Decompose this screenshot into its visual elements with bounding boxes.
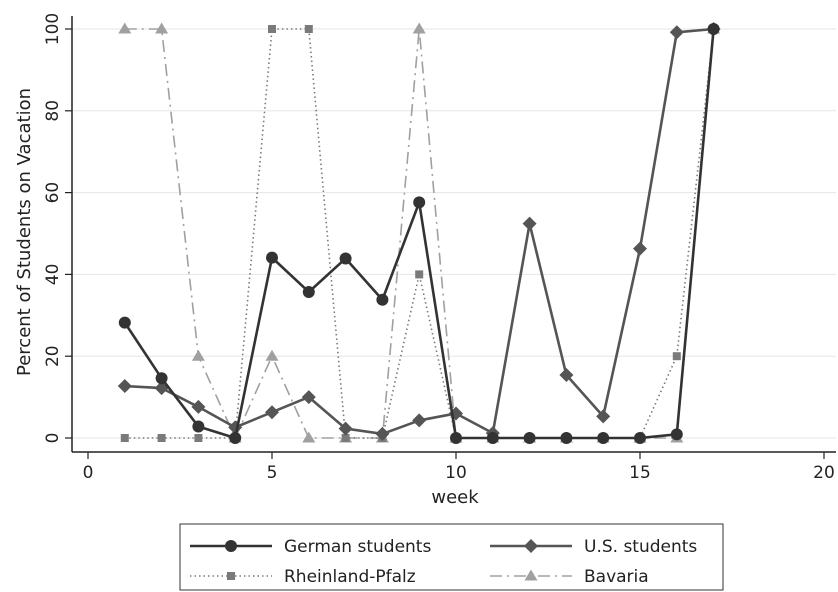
data-point-rheinland-pfalz [120, 434, 129, 442]
data-point-u-s-students [338, 421, 353, 436]
data-point-german-students [339, 252, 352, 265]
data-point-bavaria [412, 22, 426, 34]
x-axis-title: week [431, 487, 479, 508]
data-point-german-students [707, 23, 720, 35]
data-point-u-s-students [522, 216, 537, 231]
data-point-rheinland-pfalz [304, 25, 313, 33]
data-point-rheinland-pfalz [194, 434, 203, 442]
x-tick-label: 20 [813, 463, 835, 483]
x-tick-label: 15 [629, 463, 651, 483]
data-point-german-students [302, 285, 315, 298]
axes [71, 16, 836, 453]
data-point-rheinland-pfalz [268, 25, 276, 33]
data-point-german-students [523, 432, 536, 444]
legend-swatch-marker [524, 569, 538, 581]
data-point-rheinland-pfalz [157, 434, 166, 442]
legend-swatch-marker [225, 540, 237, 552]
legend-item-u-s-students: U.S. students [490, 537, 697, 557]
data-point-german-students [597, 432, 610, 444]
grid-lines [72, 28, 836, 439]
data-point-bavaria [191, 349, 205, 361]
legend-label: Bavaria [584, 567, 649, 587]
data-point-bavaria [118, 22, 132, 34]
data-point-rheinland-pfalz [415, 270, 424, 279]
x-tick-label: 0 [83, 463, 94, 483]
legend-item-bavaria: Bavaria [490, 567, 649, 587]
y-tick-label: 100 [43, 13, 63, 45]
y-tick-label: 60 [43, 182, 63, 204]
data-point-german-students [192, 420, 205, 433]
x-tick-label: 5 [267, 463, 278, 483]
data-point-u-s-students [117, 379, 132, 394]
data-point-u-s-students [265, 405, 279, 420]
data-point-u-s-students [375, 426, 390, 441]
series-german-students [118, 23, 720, 444]
data-point-german-students [486, 432, 499, 444]
legend-label: Rheinland-Pfalz [284, 567, 416, 587]
data-point-u-s-students [596, 409, 611, 424]
data-point-bavaria [265, 349, 279, 361]
data-point-german-students [670, 428, 683, 441]
legend-swatch-marker [227, 572, 235, 580]
x-tick-label: 10 [445, 463, 467, 483]
data-point-u-s-students [633, 241, 647, 256]
legend-item-rheinland-pfalz: Rheinland-Pfalz [190, 567, 416, 587]
data-point-german-students [413, 196, 426, 209]
data-point-u-s-students [191, 399, 206, 414]
axis-ticks: 0 20 40 60 80 100 0 5 10 15 20 [43, 13, 835, 483]
y-tick-label: 80 [43, 100, 63, 122]
series-line-german-students [123, 28, 715, 440]
series-line-rheinland-pfalz [124, 28, 715, 439]
data-point-u-s-students [412, 413, 427, 428]
data-point-german-students [450, 432, 462, 444]
data-point-german-students [560, 432, 573, 444]
legend-label: German students [284, 537, 431, 557]
series-rheinland-pfalz [120, 25, 718, 442]
data-point-bavaria [302, 431, 316, 443]
legend-box [179, 523, 724, 591]
data-point-german-students [229, 432, 242, 444]
data-point-german-students [376, 293, 389, 306]
y-axis-title: Percent of Students on Vacation [14, 88, 35, 376]
data-point-german-students [266, 251, 278, 264]
legend-item-german-students: German students [190, 537, 431, 557]
series-line-u-s-students [124, 27, 714, 436]
data-point-german-students [634, 432, 646, 444]
legend: German students U.S. students Rheinland-Pf… [179, 523, 724, 591]
series-line-bavaria [124, 28, 715, 439]
series-lines [117, 22, 721, 444]
data-point-u-s-students [559, 368, 574, 383]
data-point-german-students [155, 372, 168, 385]
data-point-rheinland-pfalz [672, 352, 681, 361]
series-bavaria [118, 22, 721, 443]
y-tick-label: 0 [43, 433, 63, 444]
legend-swatch-marker [524, 539, 538, 553]
data-point-bavaria [155, 22, 169, 34]
data-point-german-students [118, 316, 131, 329]
y-tick-label: 20 [43, 345, 63, 367]
y-tick-label: 40 [43, 264, 63, 286]
legend-label: U.S. students [584, 537, 697, 557]
data-point-u-s-students [669, 25, 684, 40]
data-point-rheinland-pfalz [341, 434, 350, 442]
data-point-u-s-students [301, 390, 316, 405]
